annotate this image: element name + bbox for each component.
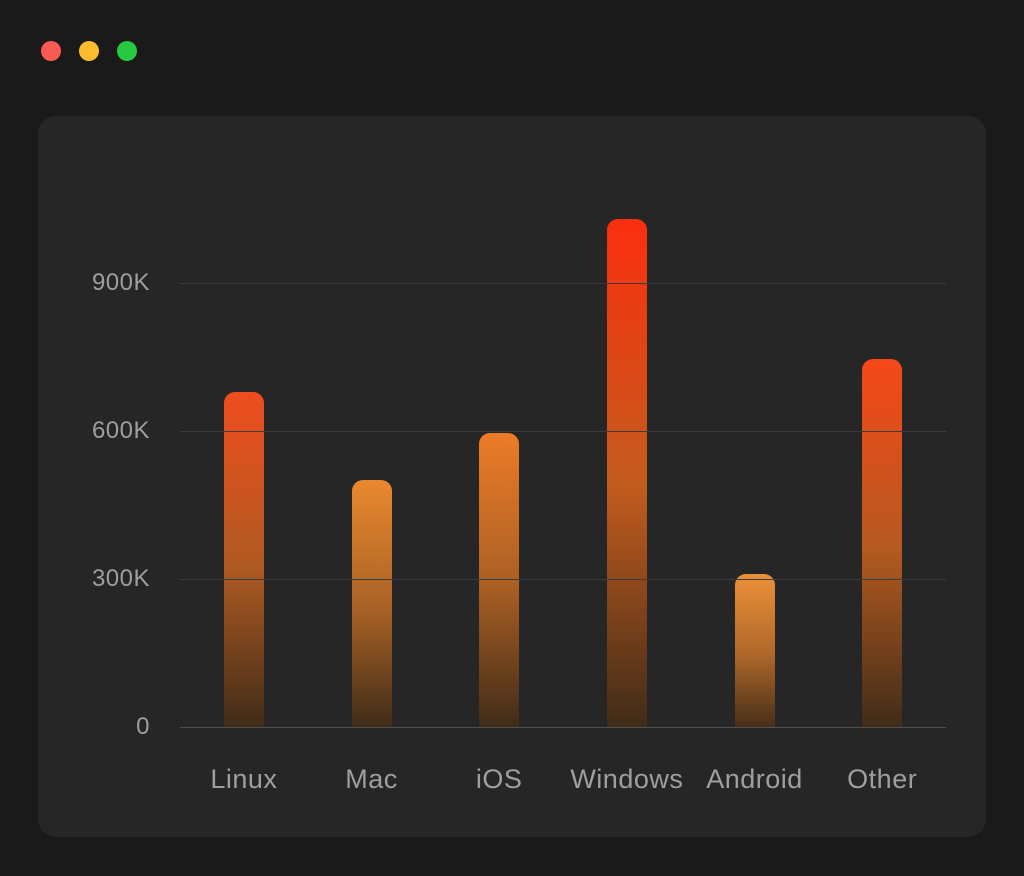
bar-ios — [479, 433, 520, 727]
window-controls — [41, 41, 137, 61]
x-axis-line — [180, 727, 946, 728]
close-button[interactable] — [41, 41, 61, 61]
bar-column-android — [691, 147, 819, 727]
bar-column-linux — [180, 147, 308, 727]
minimize-button[interactable] — [79, 41, 99, 61]
grid-line — [180, 283, 946, 284]
x-axis-label-windows: Windows — [570, 764, 684, 794]
y-axis-tick-label: 300K — [91, 565, 150, 592]
x-axis-label-ios: iOS — [475, 764, 523, 794]
bar-android — [734, 574, 775, 727]
bar-column-other — [818, 147, 946, 727]
bars-row — [180, 147, 946, 727]
bar-column-ios — [435, 147, 563, 727]
x-axis-labels: Linux Mac iOS Windows Android Other — [180, 764, 946, 795]
grid-line — [180, 579, 946, 580]
bar-other — [862, 359, 903, 727]
chart-panel: Linux Mac iOS Windows Android Other 0 300K 600K… — [38, 116, 986, 837]
y-axis-tick-label: 0 — [136, 713, 150, 740]
bar-linux — [223, 392, 264, 727]
bar-column-windows — [563, 147, 691, 727]
zoom-button[interactable] — [117, 41, 137, 61]
x-axis-label-mac: Mac — [345, 764, 398, 794]
bar-column-mac — [308, 147, 436, 727]
x-axis-label-other: Other — [847, 764, 918, 794]
x-axis-label-linux: Linux — [210, 764, 278, 794]
grid-line — [180, 431, 946, 432]
bar-mac — [351, 480, 392, 727]
y-axis-tick-label: 600K — [91, 417, 150, 444]
y-axis-tick-label: 900K — [91, 269, 150, 296]
bar-windows — [606, 219, 647, 727]
x-axis-label-android: Android — [706, 764, 803, 794]
